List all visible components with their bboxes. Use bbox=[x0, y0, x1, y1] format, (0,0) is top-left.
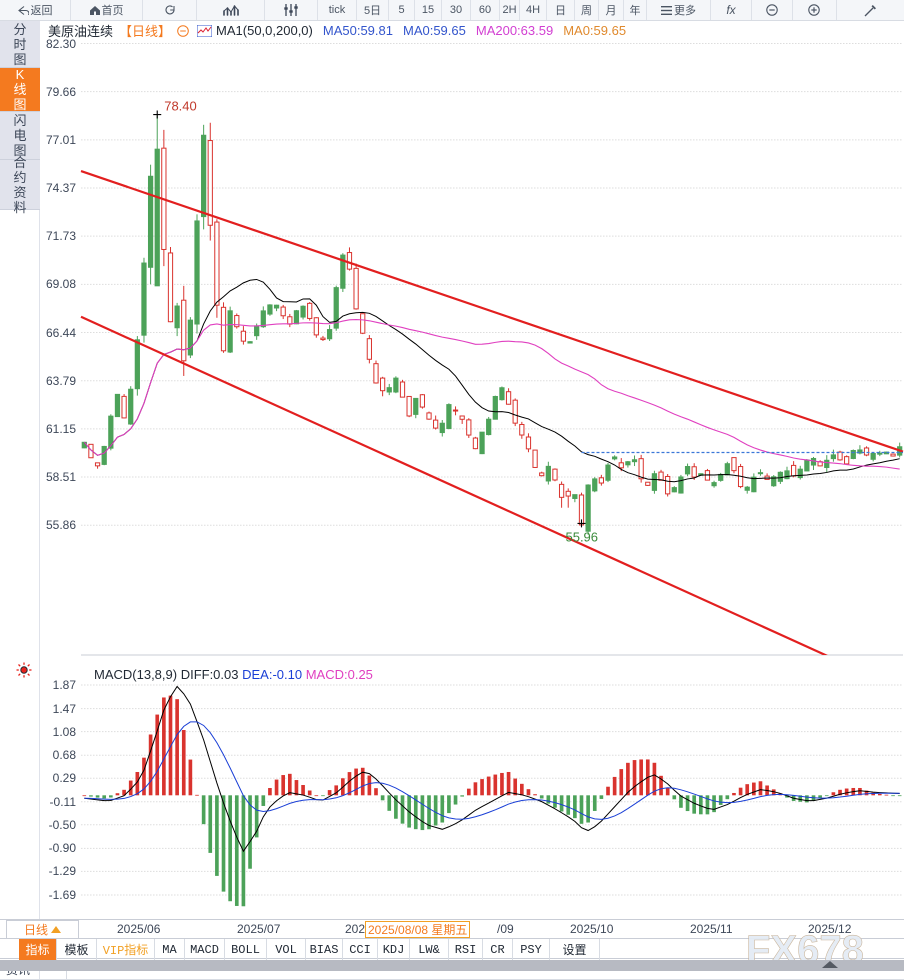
svg-text:55.96: 55.96 bbox=[565, 529, 598, 544]
svg-text:78.40: 78.40 bbox=[164, 99, 197, 114]
